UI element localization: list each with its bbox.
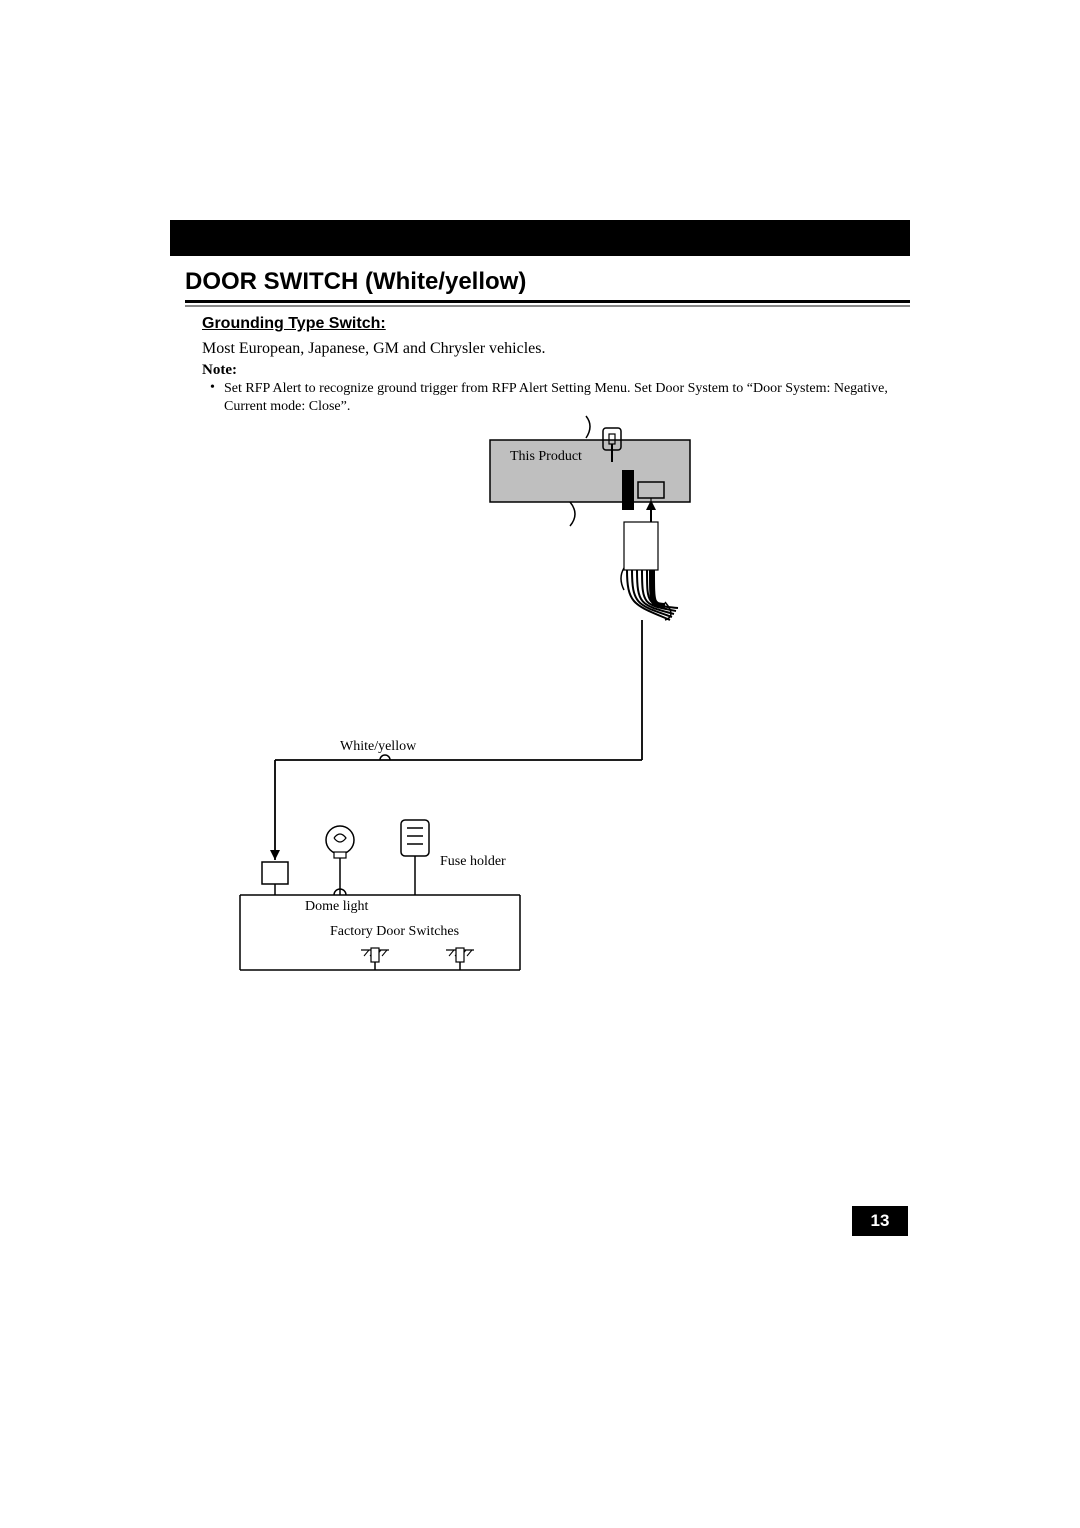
dome-label: Dome light xyxy=(305,899,368,914)
note-label: Note: xyxy=(202,362,237,379)
title-rule-shadow xyxy=(185,305,910,307)
product-label: This Product xyxy=(510,449,582,464)
title-rule xyxy=(185,300,910,303)
wire-label: White/yellow xyxy=(340,739,417,754)
fuse-label: Fuse holder xyxy=(440,854,506,869)
section-header-bar xyxy=(170,220,910,256)
wiring-diagram: This Product White/yellow xyxy=(200,410,940,1050)
body-text: Most European, Japanese, GM and Chrysler… xyxy=(202,340,545,358)
switches-label: Factory Door Switches xyxy=(330,924,459,939)
subtitle: Grounding Type Switch: xyxy=(202,315,386,333)
page-number: 13 xyxy=(852,1206,908,1236)
section-title: DOOR SWITCH (White/yellow) xyxy=(185,268,526,296)
note-bullet: • xyxy=(210,380,215,396)
